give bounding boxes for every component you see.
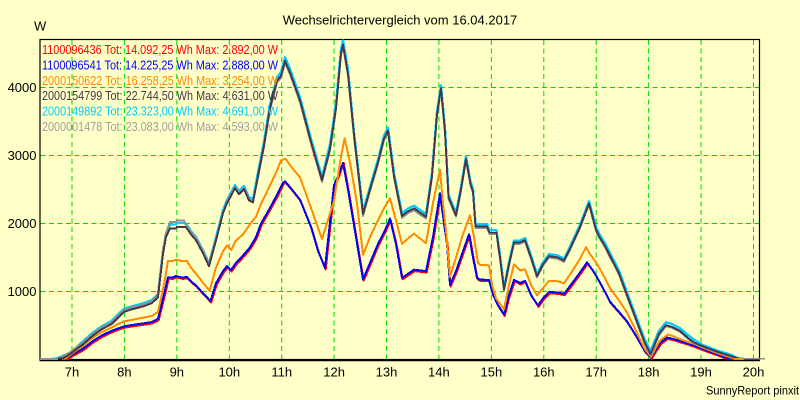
svg-text:W: W	[34, 19, 47, 34]
svg-text:2000154799 Tot: 22.744,50 Wh M: 2000154799 Tot: 22.744,50 Wh Max: 4.631,…	[42, 88, 279, 103]
svg-text:17h: 17h	[585, 365, 607, 380]
svg-text:SunnyReport pinxit: SunnyReport pinxit	[706, 384, 800, 398]
svg-text:3000: 3000	[8, 148, 37, 163]
svg-text:7h: 7h	[65, 365, 79, 380]
svg-text:4000: 4000	[8, 80, 37, 95]
svg-text:11h: 11h	[271, 365, 292, 380]
svg-text:2000: 2000	[8, 216, 37, 231]
svg-text:2000001478 Tot: 23.083,00 Wh M: 2000001478 Tot: 23.083,00 Wh Max: 4.593,…	[42, 119, 279, 134]
svg-text:10h: 10h	[218, 365, 240, 380]
svg-text:2000150622 Tot: 16.258,25 Wh M: 2000150622 Tot: 16.258,25 Wh Max: 3.254,…	[42, 73, 279, 88]
svg-text:16h: 16h	[533, 365, 555, 380]
svg-text:18h: 18h	[638, 365, 660, 380]
svg-text:12h: 12h	[323, 365, 345, 380]
svg-text:1000: 1000	[8, 284, 37, 299]
svg-text:15h: 15h	[481, 365, 503, 380]
svg-text:8h: 8h	[117, 365, 131, 380]
svg-text:14h: 14h	[428, 365, 450, 380]
svg-text:13h: 13h	[376, 365, 398, 380]
svg-text:Wechselrichtervergleich vom 16: Wechselrichtervergleich vom 16.04.2017	[283, 13, 518, 28]
svg-text:9h: 9h	[170, 365, 184, 380]
svg-text:1100096436 Tot: 14.092,25 Wh M: 1100096436 Tot: 14.092,25 Wh Max: 2.892,…	[42, 42, 279, 57]
svg-text:19h: 19h	[690, 365, 712, 380]
svg-text:1100096541 Tot: 14.225,25 Wh M: 1100096541 Tot: 14.225,25 Wh Max: 2.888,…	[42, 57, 279, 72]
svg-text:2000149892 Tot: 23.323,00 Wh M: 2000149892 Tot: 23.323,00 Wh Max: 4.691,…	[42, 104, 279, 119]
svg-text:20h: 20h	[743, 365, 765, 380]
